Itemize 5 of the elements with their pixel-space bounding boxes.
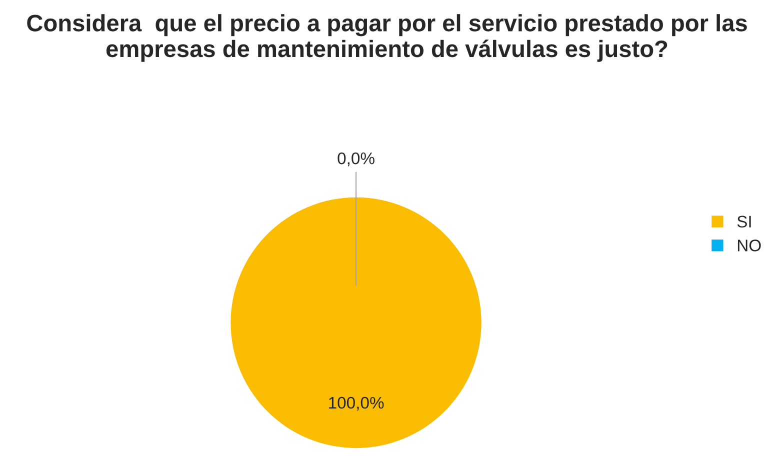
chart-title: Considera que el precio a pagar por el servicio prestado por las empresas de mantenimiento de válvulas es justo? (27, 14, 747, 62)
data-label: 100,0% (329, 396, 384, 411)
legend-label: SI (737, 216, 751, 228)
legend-label: NO (738, 240, 761, 252)
text: 0,0% (338, 152, 374, 166)
